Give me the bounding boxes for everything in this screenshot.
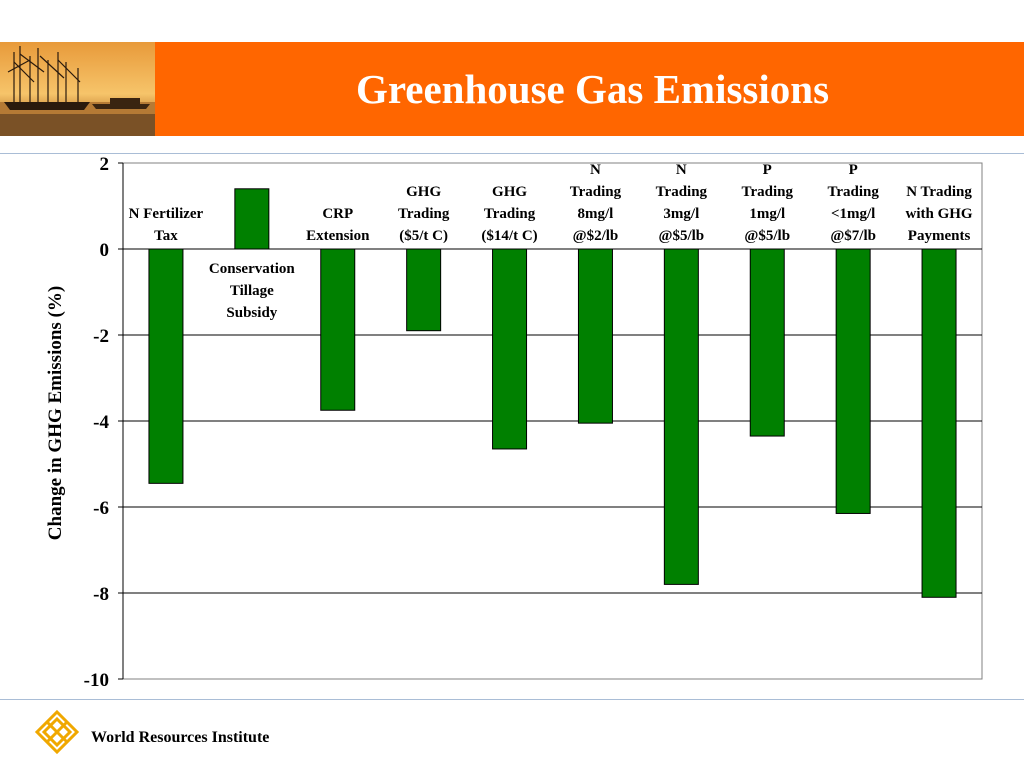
y-tick-label: 2 [100,154,110,175]
y-axis-title: Change in GHG Emissions (%) [45,286,66,540]
category-label-line: Trading [827,184,879,200]
category-label-line: ($14/t C) [481,228,537,244]
category-label-line: Conservation [209,261,295,277]
bar-7 [663,248,699,585]
category-label-3: CRP Extension [306,206,370,244]
category-label-line: Trading [656,184,708,200]
category-label-line: N [590,162,601,178]
bar-10 [921,248,957,598]
sunset-harbor-boats-photo [0,42,155,136]
title-banner: Greenhouse Gas Emissions [0,42,1024,136]
category-label-line: N [676,162,687,178]
category-label-line: @$7/lb [830,228,876,244]
y-tick-label: 0 [100,240,110,261]
category-label-line: N Trading [906,184,972,200]
y-tick-label: -2 [93,326,109,347]
category-label-line: Subsidy [226,305,277,321]
bar-8 [749,248,785,437]
y-tick-label: -10 [84,670,109,691]
y-tick-label: -4 [93,412,109,433]
footer-divider [0,699,1024,700]
category-label-4: GHG Trading ($5/t C) [398,184,450,244]
category-label-7: N Trading 3mg/l @$5/lb [656,162,708,244]
category-label-line: @$5/lb [744,228,790,244]
category-label-line: @$2/lb [573,228,619,244]
category-label-line: Trading [484,206,536,222]
category-label-line: GHG [492,184,527,200]
bar-1 [148,248,184,484]
y-tick-label: -8 [93,584,109,605]
bar-6 [577,248,613,424]
category-label-5: GHG Trading ($14/t C) [481,184,537,244]
category-label-6: N Trading 8mg/l @$2/lb [570,162,622,244]
wri-diamond-logo-icon [34,709,80,755]
category-label-line: CRP [322,206,353,222]
bar-3 [320,248,356,411]
category-label-line: @$5/lb [659,228,705,244]
category-label-2: Conservation Tillage Subsidy [209,261,295,321]
category-label-line: GHG [406,184,441,200]
category-label-line: Tax [154,228,178,244]
bar-5 [492,248,528,450]
category-label-line: ($5/t C) [399,228,448,244]
category-label-line: P [849,162,858,178]
category-label-line: with GHG [906,206,973,222]
category-label-line: Extension [306,228,370,244]
category-label-line: 8mg/l [578,206,614,222]
bar-2 [234,188,270,250]
bar-9 [835,248,871,514]
category-label-10: N Trading with GHG Payments [906,184,973,244]
category-label-line: 1mg/l [749,206,785,222]
header-divider [0,153,1024,154]
category-label-line: Trading [570,184,622,200]
category-label-line: <1mg/l [831,206,875,222]
category-label-9: P Trading <1mg/l @$7/lb [827,162,879,244]
category-label-line: Payments [908,228,971,244]
category-label-1: N Fertilizer Tax [129,206,204,244]
slide-title: Greenhouse Gas Emissions [355,66,830,112]
category-label-line: P [763,162,772,178]
category-label-line: Tillage [230,283,274,299]
footer-organization: World Resources Institute [91,729,270,746]
category-label-line: Trading [398,206,450,222]
bar-4 [406,248,442,332]
category-label-line: N Fertilizer [129,206,204,222]
category-label-line: Trading [742,184,794,200]
category-label-8: P Trading 1mg/l @$5/lb [742,162,794,244]
category-label-line: 3mg/l [663,206,699,222]
y-tick-label: -6 [93,498,109,519]
